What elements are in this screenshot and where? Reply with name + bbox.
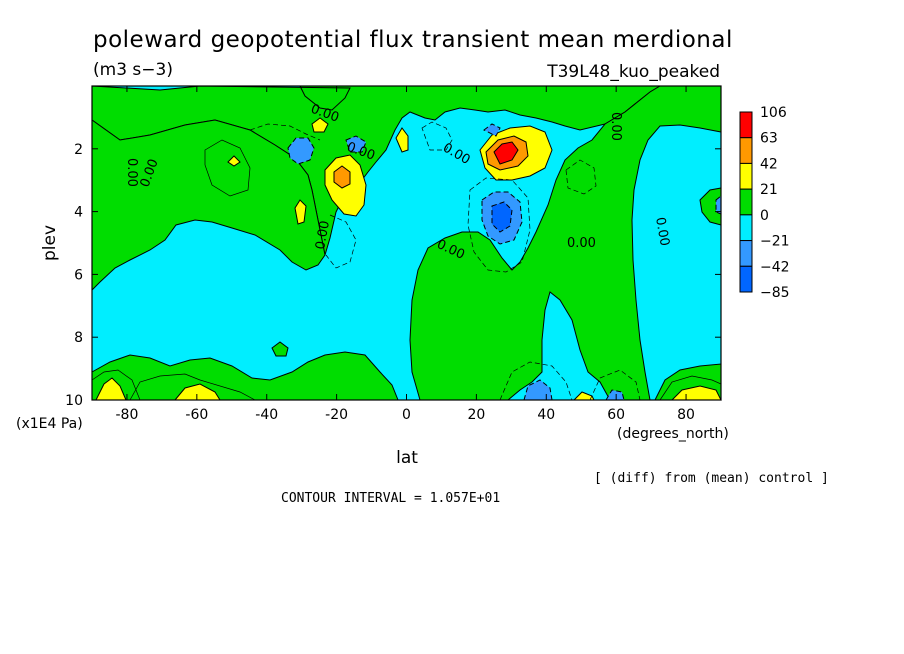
legend-swatch [739, 265, 753, 293]
legend-swatch [739, 111, 753, 139]
x-tick-label: 80 [677, 407, 695, 423]
blue-blob-minus15 [345, 135, 367, 153]
x-axis-label: lat [396, 448, 418, 468]
x-tick-label: -60 [185, 407, 208, 423]
x-tick-label: -80 [116, 407, 139, 423]
legend-label: 0 [760, 208, 769, 224]
blue-blob-minus30 [287, 137, 315, 165]
contour-line-solid-1 [204, 139, 251, 197]
blue-blob-plus30-top [483, 123, 501, 137]
contour-label: 0.00 [608, 112, 623, 141]
contour-line-dashed-7 [589, 369, 641, 401]
y-tick-label: 10 [65, 393, 83, 409]
y-axis-units: (x1E4 Pa) [16, 416, 83, 432]
legend-label: 42 [760, 156, 778, 172]
y-tick-label: 8 [74, 330, 83, 346]
contour-line-dashed-1 [325, 214, 357, 269]
plot-area: 0.00 0.00 0.00 0.00 0.00 0.00 0.00 0.00 … [91, 85, 722, 401]
legend-swatch [739, 214, 753, 242]
orange-blob-minus18 [333, 165, 351, 189]
y-tick-label: 2 [74, 142, 83, 158]
y-tick-label: 4 [74, 205, 83, 221]
chart-title: poleward geopotential flux transient mea… [93, 27, 733, 53]
legend-label: −21 [760, 234, 790, 250]
green-region-center [409, 85, 722, 401]
legend-label: 21 [760, 182, 778, 198]
green-region-left-band [91, 119, 326, 292]
legend-label: −42 [760, 259, 790, 275]
x-tick-label: 60 [607, 407, 625, 423]
legend-swatch [739, 162, 753, 190]
diff-note: [ (diff) from (mean) control ] [594, 471, 829, 486]
green-region-bottom-left [91, 351, 399, 401]
contour-label: 0.00 [567, 236, 596, 251]
strong-positive-regions [333, 135, 529, 189]
contour-line-dashed-6 [499, 361, 573, 401]
yellow-blob-minus33 [294, 199, 307, 225]
contour-label: 0.00 [124, 158, 139, 187]
contour-line-solid-4 [659, 375, 722, 401]
green-blob-small [271, 341, 289, 357]
darkblue-blob-plus30-upper [491, 201, 513, 233]
positive-regions [91, 85, 722, 401]
contour-line-dashed-3 [565, 159, 597, 195]
y-axis-label: plev [40, 225, 60, 261]
legend-label: −85 [760, 285, 790, 301]
y-tick-label: 6 [74, 267, 83, 283]
yellow-blob-minus25 [311, 117, 329, 133]
yellow-blob-minus2 [395, 127, 409, 153]
yellow-blob-minus50 [227, 155, 241, 167]
color-legend: 106 63 42 21 0 −21 −42 −85 [739, 105, 790, 301]
negative-regions [287, 123, 722, 401]
contour-label: 0.00 [652, 216, 672, 247]
contour-label: 0.00 [313, 220, 333, 251]
chart-units-subtitle: (m3 s−3) [93, 60, 173, 80]
x-tick-label: 0 [402, 407, 411, 423]
x-axis-units: (degrees_north) [617, 426, 729, 442]
contour-line-solid-2 [129, 373, 256, 401]
contour-line-dashed-2 [467, 177, 531, 273]
legend-swatch [739, 188, 753, 216]
x-axis: -80 -60 -40 -20 0 20 40 60 80 [116, 86, 695, 423]
contour-line-dashed-4 [421, 121, 453, 151]
run-label: T39L48_kuo_peaked [546, 62, 720, 82]
legend-label: 106 [760, 105, 787, 121]
x-tick-label: 40 [537, 407, 555, 423]
x-tick-label: -20 [325, 407, 348, 423]
legend-label: 63 [760, 131, 778, 147]
y-axis: 2 4 6 8 10 [65, 142, 721, 409]
x-tick-label: -40 [255, 407, 278, 423]
contour-line-solid-3 [91, 369, 141, 401]
contour-line-dashed-5 [249, 123, 321, 141]
contour-lines [91, 121, 722, 401]
legend-swatch [739, 240, 753, 267]
red-blob-plus27 [493, 141, 519, 165]
contour-interval: CONTOUR INTERVAL = 1.057E+01 [281, 491, 500, 506]
legend-swatch [739, 137, 753, 164]
x-tick-label: 20 [467, 407, 485, 423]
